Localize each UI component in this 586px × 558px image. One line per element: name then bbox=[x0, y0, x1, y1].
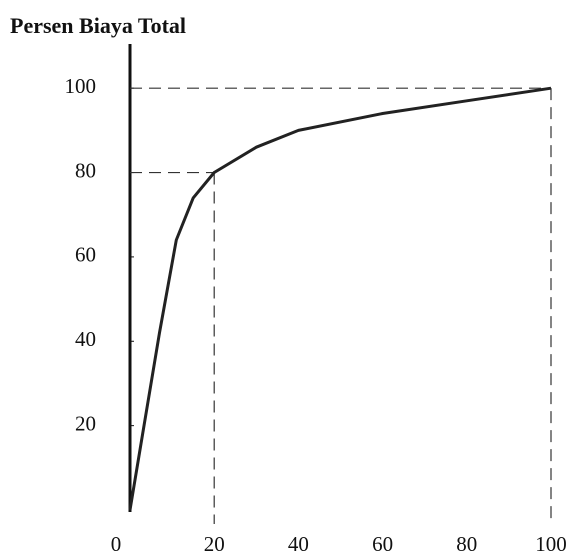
x-tick-label: 0 bbox=[111, 532, 122, 556]
x-tick-label: 80 bbox=[456, 532, 477, 556]
y-tick-label: 80 bbox=[75, 158, 96, 182]
y-tick-label: 100 bbox=[65, 74, 97, 98]
y-tick-label: 60 bbox=[75, 243, 96, 267]
x-tick-label: 20 bbox=[204, 532, 225, 556]
x-tick-label: 100 bbox=[535, 532, 567, 556]
y-tick-label: 20 bbox=[75, 411, 96, 435]
chart-title: Persen Biaya Total bbox=[10, 13, 186, 38]
x-tick-label: 60 bbox=[372, 532, 393, 556]
chart: Persen Biaya Total 20 40 60 80 100 0 20 40 60 80 1… bbox=[0, 0, 586, 558]
x-tick-label: 40 bbox=[288, 532, 309, 556]
y-tick-label: 40 bbox=[75, 327, 96, 351]
data-line bbox=[130, 88, 551, 510]
